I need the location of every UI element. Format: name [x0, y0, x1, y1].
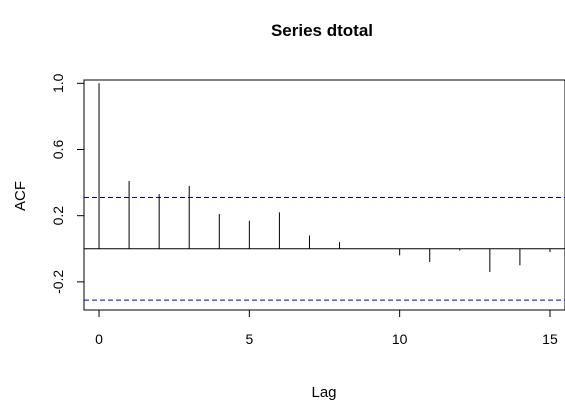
x-axis-label: Lag [311, 384, 336, 401]
y-axis-label: ACF [12, 181, 29, 211]
chart-title: Series dtotal [271, 21, 373, 40]
chart-marks: 0 5 10 15 -0.2 0.2 0.6 1.0 [50, 73, 565, 347]
y-tick-label: -0.2 [50, 270, 66, 294]
x-tick-label: 0 [95, 331, 103, 347]
x-tick-label: 10 [392, 331, 408, 347]
y-tick-label: 1.0 [50, 73, 66, 93]
y-tick-label: 0.6 [50, 140, 66, 160]
plot-frame [83, 79, 565, 311]
y-tick-label: 0.2 [50, 206, 66, 226]
x-tick-label: 5 [245, 331, 253, 347]
x-tick-label: 15 [542, 331, 558, 347]
